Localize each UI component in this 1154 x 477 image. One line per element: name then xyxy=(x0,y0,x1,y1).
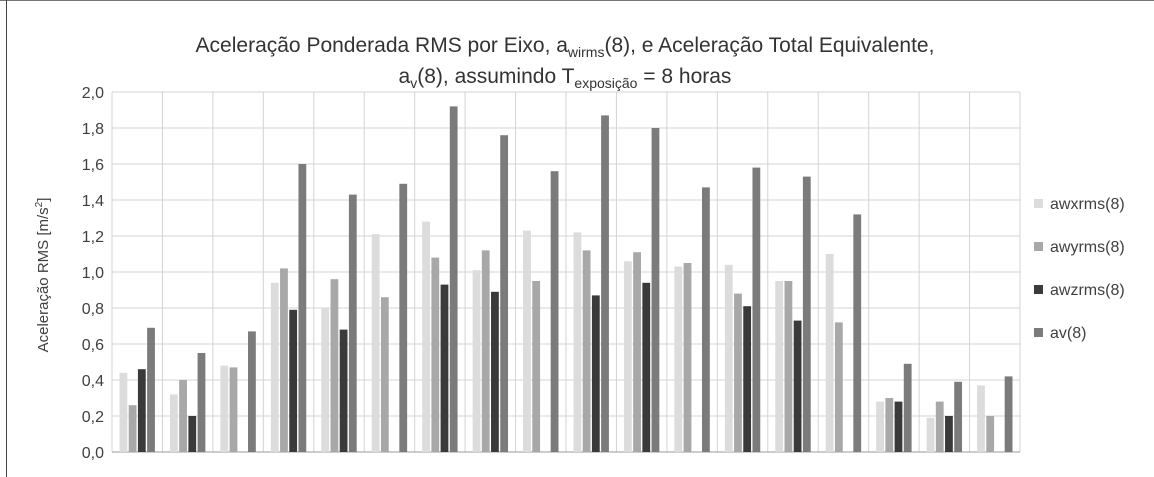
y-tick-label: 0,2 xyxy=(82,409,104,426)
bar xyxy=(179,380,187,452)
bar xyxy=(532,281,541,452)
legend-label: av(8) xyxy=(1050,325,1086,342)
y-ticks: 0,0 0,2 0,4 0,6 0,8 1,0 1,2 1,4 1,6 1,8 2,0 xyxy=(82,85,104,462)
y-tick-label: 2,0 xyxy=(82,85,104,102)
bar xyxy=(440,284,449,452)
bar xyxy=(119,372,128,452)
y-tick-label: 1,8 xyxy=(82,121,104,138)
chart-title-line1: Aceleração Ponderada RMS por Eixo, awirm… xyxy=(196,34,935,60)
bar xyxy=(449,106,458,453)
bar xyxy=(651,128,660,452)
bar xyxy=(491,291,499,452)
bar xyxy=(289,309,298,452)
bar xyxy=(1004,376,1013,452)
bar xyxy=(674,266,683,452)
grid xyxy=(111,91,1021,453)
bar xyxy=(330,279,339,452)
legend-swatch xyxy=(1034,328,1043,337)
top-border xyxy=(0,0,1154,1)
bar xyxy=(834,322,843,452)
y-tick-label: 0,8 xyxy=(82,301,104,318)
bar xyxy=(642,282,651,452)
bar xyxy=(876,401,884,452)
bar xyxy=(321,308,330,452)
bar xyxy=(885,398,894,452)
bar xyxy=(147,327,155,452)
bar xyxy=(926,417,935,452)
bars xyxy=(119,106,1013,453)
bar xyxy=(582,250,591,452)
bar xyxy=(169,394,178,452)
y-axis-title: Aceleração RMS [m/s2] xyxy=(34,198,52,353)
bar xyxy=(601,115,609,453)
y-tick-label: 0,6 xyxy=(82,337,104,354)
bar xyxy=(954,381,963,452)
left-border xyxy=(6,0,7,477)
bar xyxy=(188,416,197,452)
bar xyxy=(339,329,348,452)
bar xyxy=(935,401,944,452)
bar xyxy=(752,167,761,452)
bar xyxy=(734,293,742,452)
chart-title-line2: av(8), assumindo Texposição = 8 horas xyxy=(399,65,732,91)
bar xyxy=(825,254,834,452)
bar xyxy=(128,405,137,452)
bar xyxy=(550,171,559,452)
bar xyxy=(573,232,582,452)
bar xyxy=(431,257,440,452)
bar xyxy=(137,369,146,452)
y-tick-label: 1,0 xyxy=(82,265,104,282)
bar xyxy=(591,295,600,452)
bar xyxy=(523,230,531,452)
bar xyxy=(399,183,408,453)
bar xyxy=(280,268,288,452)
bar xyxy=(793,320,802,452)
bar xyxy=(702,187,710,452)
bar xyxy=(380,297,389,452)
legend-swatch xyxy=(1034,242,1043,251)
bar xyxy=(422,221,430,452)
bar xyxy=(229,367,238,452)
bar xyxy=(775,281,784,452)
legend-swatch xyxy=(1034,199,1043,208)
bar xyxy=(724,264,733,452)
bar xyxy=(853,214,862,452)
bar xyxy=(802,176,811,452)
bar xyxy=(348,194,357,452)
bar xyxy=(903,363,912,452)
legend-label: awxrms(8) xyxy=(1050,196,1125,213)
bar xyxy=(472,270,481,452)
bar xyxy=(481,250,490,452)
bar xyxy=(623,261,632,452)
bar xyxy=(683,263,692,452)
y-tick-label: 0,0 xyxy=(82,445,104,462)
legend: awxrms(8) awyrms(8) awzrms(8) av(8) xyxy=(1034,196,1125,342)
bar xyxy=(894,401,903,452)
bar xyxy=(270,282,279,452)
bar xyxy=(371,234,380,452)
bar xyxy=(784,281,793,452)
bar xyxy=(197,353,206,452)
bar xyxy=(220,365,229,452)
bar xyxy=(986,416,995,452)
bar xyxy=(633,252,641,452)
y-tick-label: 1,2 xyxy=(82,229,104,246)
bar xyxy=(977,385,985,452)
legend-label: awyrms(8) xyxy=(1050,239,1125,256)
legend-label: awzrms(8) xyxy=(1050,282,1125,299)
y-tick-label: 1,6 xyxy=(82,157,104,174)
bar xyxy=(945,416,953,452)
bar xyxy=(298,164,307,452)
bar xyxy=(743,306,752,452)
bar xyxy=(500,135,509,452)
legend-swatch xyxy=(1034,285,1043,294)
bar xyxy=(248,331,256,452)
y-tick-label: 1,4 xyxy=(82,193,104,210)
y-tick-label: 0,4 xyxy=(82,373,104,390)
